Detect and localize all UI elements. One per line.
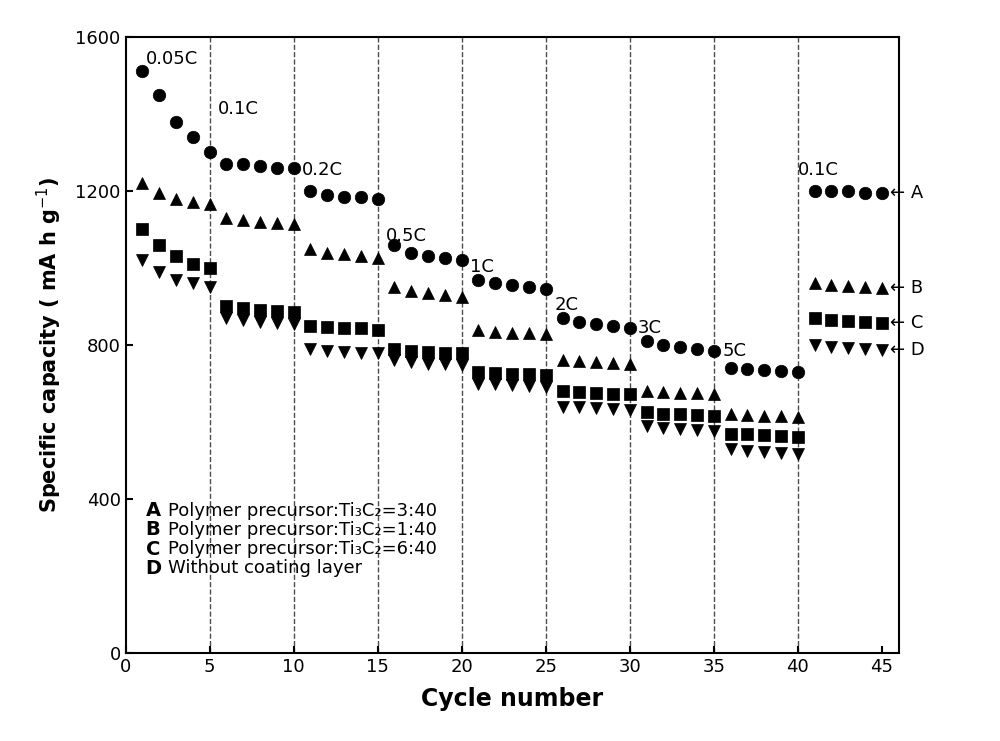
Text: 0.1C: 0.1C (218, 100, 259, 118)
Text: Without coating layer: Without coating layer (168, 559, 362, 577)
Text: C: C (146, 539, 160, 559)
Text: 5C: 5C (722, 342, 746, 360)
Text: 2C: 2C (554, 296, 578, 314)
Text: B: B (146, 520, 160, 539)
Text: ← C: ← C (890, 313, 924, 332)
Text: ← A: ← A (890, 184, 924, 202)
Y-axis label: Specific capacity ( mA h g$^{-1}$): Specific capacity ( mA h g$^{-1}$) (35, 176, 64, 514)
Text: 0.1C: 0.1C (798, 162, 839, 179)
Text: A: A (146, 501, 161, 520)
Text: Polymer precursor:Ti₃C₂=6:40: Polymer precursor:Ti₃C₂=6:40 (168, 540, 436, 558)
Text: Polymer precursor:Ti₃C₂=3:40: Polymer precursor:Ti₃C₂=3:40 (168, 502, 437, 519)
Text: 0.05C: 0.05C (146, 50, 198, 67)
Text: Polymer precursor:Ti₃C₂=1:40: Polymer precursor:Ti₃C₂=1:40 (168, 521, 436, 539)
Text: 0.5C: 0.5C (386, 227, 427, 245)
Text: 3C: 3C (638, 319, 662, 337)
Text: ← B: ← B (890, 279, 923, 297)
Text: D: D (146, 559, 162, 578)
X-axis label: Cycle number: Cycle number (421, 687, 603, 711)
Text: 0.2C: 0.2C (302, 162, 343, 179)
Text: ← D: ← D (890, 341, 925, 359)
Text: 1C: 1C (470, 258, 494, 276)
